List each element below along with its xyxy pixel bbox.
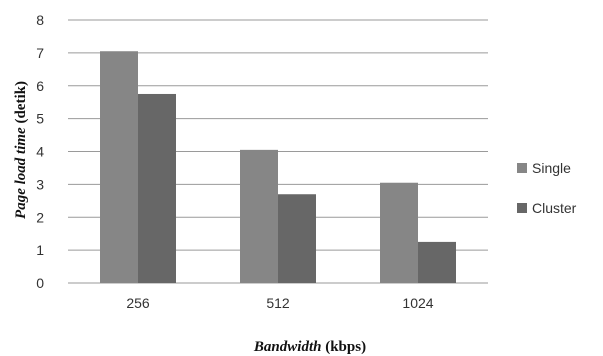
y-tick-label: 4 (36, 144, 44, 160)
y-tick-label: 1 (36, 242, 44, 258)
legend-label-single: Single (532, 160, 571, 176)
y-tick-label: 8 (36, 12, 44, 28)
y-tick-label: 6 (36, 78, 44, 94)
y-axis-ticks: 0 1 2 3 4 5 6 7 8 (36, 12, 44, 291)
bar-single-512 (240, 149, 278, 283)
x-tick-label: 512 (266, 295, 290, 311)
bar-single-1024 (380, 182, 418, 283)
x-tick-label: 1024 (402, 295, 433, 311)
y-tick-label: 5 (36, 111, 44, 127)
y-tick-label: 2 (36, 209, 44, 225)
legend: Single Cluster (517, 160, 577, 216)
bar-cluster-512 (278, 194, 316, 283)
bar-cluster-256 (138, 93, 176, 283)
legend-swatch-cluster (517, 203, 527, 213)
bar-single-256 (100, 51, 138, 284)
y-tick-label: 7 (36, 45, 44, 61)
y-axis-title: Page load time (detik) (13, 81, 29, 219)
x-axis-title: Bandwidth (kbps) (253, 339, 366, 355)
y-tick-label: 0 (36, 275, 44, 291)
x-tick-label: 256 (126, 295, 150, 311)
bar-cluster-1024 (418, 241, 456, 283)
bars (100, 51, 456, 284)
x-axis-ticks: 256 512 1024 (126, 295, 433, 311)
legend-swatch-single (517, 163, 527, 173)
legend-label-cluster: Cluster (532, 200, 577, 216)
y-tick-label: 3 (36, 176, 44, 192)
